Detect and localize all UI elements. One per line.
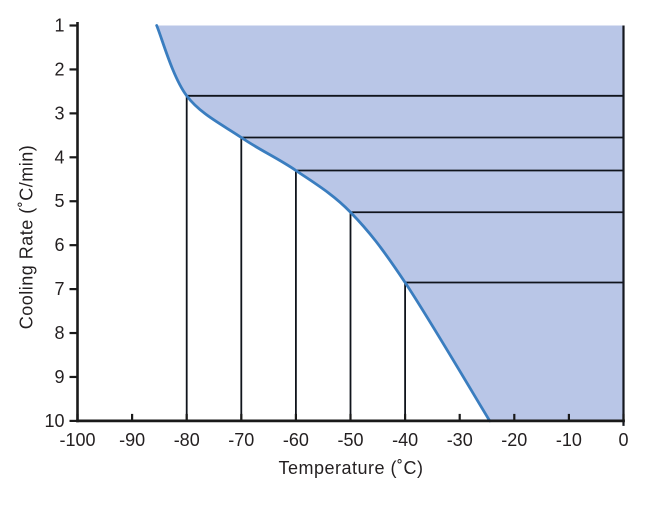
- y-tick-label: 3: [54, 103, 64, 123]
- x-tick-label: -100: [59, 430, 95, 450]
- y-tick-label: 7: [54, 279, 64, 299]
- x-tick-label: -30: [447, 430, 473, 450]
- shaded-region: [156, 25, 624, 421]
- y-tick-label: 10: [44, 411, 64, 431]
- y-tick-label: 1: [54, 16, 64, 36]
- y-axis-title: Cooling Rate (˚C/min): [16, 144, 37, 330]
- x-tick-label: -50: [337, 430, 363, 450]
- cooling-curve: [155, 24, 492, 423]
- y-tick-label: 5: [54, 191, 64, 211]
- y-tick-label: 6: [54, 235, 64, 255]
- y-tick-label: 2: [54, 59, 64, 79]
- x-axis-title: Temperature (˚C): [278, 458, 424, 478]
- x-tick-label: -40: [392, 430, 418, 450]
- x-tick-label: -60: [283, 430, 309, 450]
- x-tick-label: -70: [228, 430, 254, 450]
- x-tick-label: -80: [174, 430, 200, 450]
- x-tick-label: 0: [618, 430, 628, 450]
- x-tick-label: -20: [501, 430, 527, 450]
- y-tick-label: 9: [54, 367, 64, 387]
- x-tick-label: -10: [556, 430, 582, 450]
- y-tick-label: 4: [54, 147, 64, 167]
- y-tick-label: 8: [54, 323, 64, 343]
- x-tick-label: -90: [119, 430, 145, 450]
